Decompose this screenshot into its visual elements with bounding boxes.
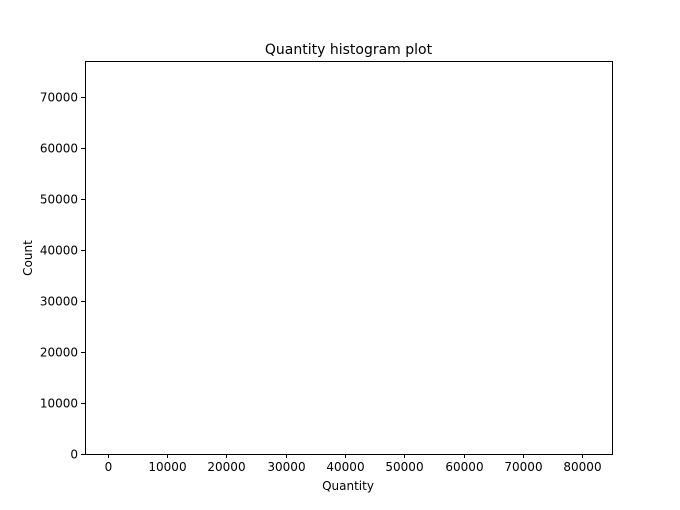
y-axis: 0 10000 20000 30000 40000 50000 60000 70000 (40, 91, 85, 462)
x-axis: 0 10000 20000 30000 40000 50000 60000 70000 8000… (105, 454, 602, 474)
plot-area (85, 61, 612, 454)
y-tick-label: 10000 (40, 397, 78, 411)
y-tick-label: 20000 (40, 346, 78, 360)
x-tick-label: 70000 (504, 460, 542, 474)
y-tick-label: 0 (70, 448, 78, 462)
plot-frame (85, 61, 613, 455)
x-tick-label: 20000 (207, 460, 245, 474)
y-axis-label: Count (21, 240, 35, 276)
y-tick-label: 30000 (40, 295, 78, 309)
x-tick-label: 40000 (326, 460, 364, 474)
x-tick-label: 0 (105, 460, 113, 474)
y-tick-label: 50000 (40, 193, 78, 207)
x-tick-label: 30000 (267, 460, 305, 474)
x-tick-label: 60000 (445, 460, 483, 474)
y-tick-label: 40000 (40, 244, 78, 258)
y-tick-label: 70000 (40, 91, 78, 105)
x-tick-label: 10000 (148, 460, 186, 474)
y-tick-label: 60000 (40, 142, 78, 156)
x-axis-label: Quantity (322, 479, 374, 493)
x-tick-label: 50000 (385, 460, 423, 474)
chart-title: Quantity histogram plot (265, 42, 433, 58)
x-tick-label: 80000 (563, 460, 601, 474)
